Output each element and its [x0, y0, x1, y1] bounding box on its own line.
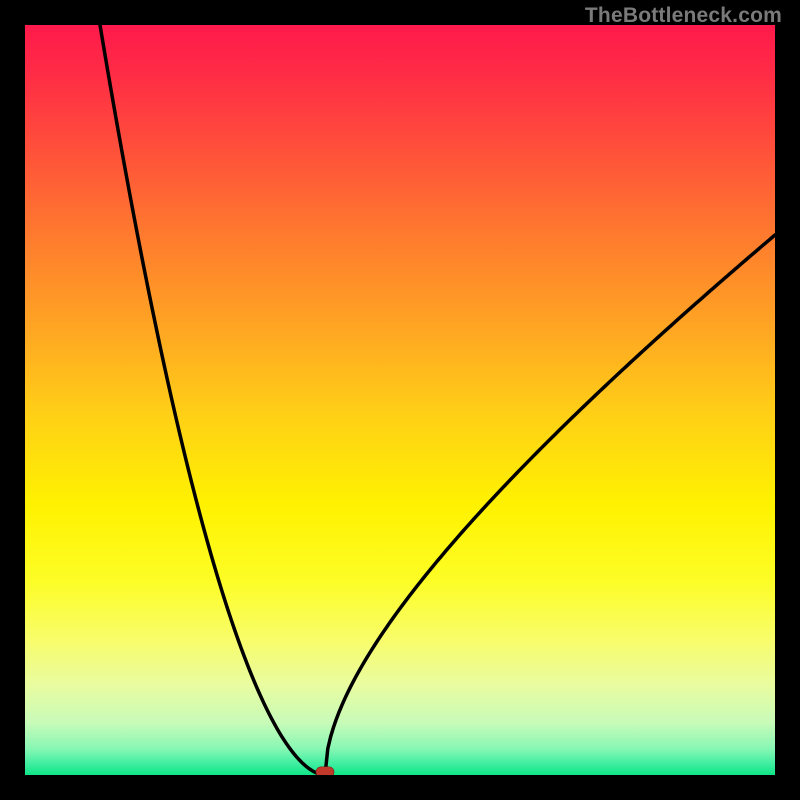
chart-frame: TheBottleneck.com: [0, 0, 800, 800]
chart-svg: [25, 25, 775, 775]
min-marker: [316, 767, 334, 775]
gradient-background: [25, 25, 775, 775]
plot-area: [25, 25, 775, 775]
